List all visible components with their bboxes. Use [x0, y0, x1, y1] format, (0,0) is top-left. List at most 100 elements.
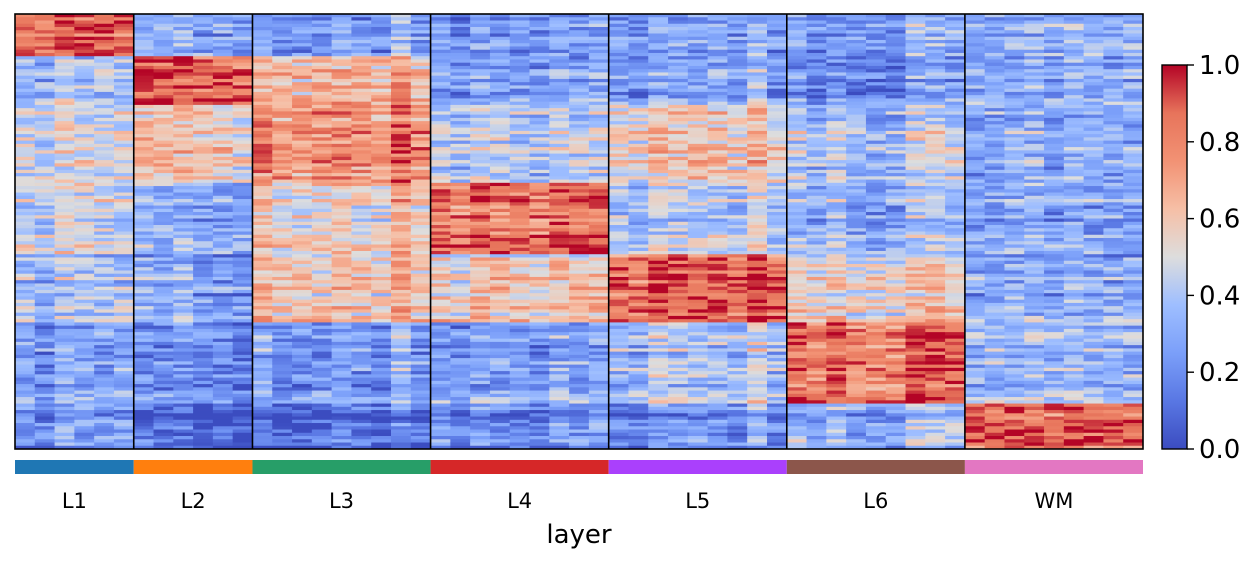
heatmap-cell [391, 403, 412, 408]
heatmap-cell [509, 156, 530, 161]
heatmap-cell [15, 377, 36, 382]
heatmap-cell [687, 153, 709, 158]
heatmap-cell [173, 429, 194, 434]
heatmap-cell [15, 257, 36, 262]
heatmap-cell [74, 244, 95, 249]
heatmap-cell [34, 56, 55, 60]
heatmap-cell [15, 46, 36, 51]
heatmap-cell [391, 293, 412, 297]
heatmap-cell [311, 426, 333, 430]
heatmap-cell [391, 393, 412, 398]
heatmap-cell [54, 208, 75, 213]
heatmap-cell [311, 124, 333, 129]
heatmap-cell [608, 377, 629, 382]
heatmap-cell [311, 228, 333, 232]
heatmap-cell [133, 351, 154, 356]
heatmap-cell [34, 390, 55, 395]
heatmap-cell [54, 237, 75, 242]
heatmap-cell [252, 186, 273, 190]
heatmap-cell [113, 254, 135, 258]
heatmap-cell [94, 322, 115, 327]
heatmap-cell [232, 377, 253, 382]
heatmap-cell [529, 306, 550, 310]
heatmap-cell [509, 250, 530, 255]
heatmap-cell [331, 108, 352, 112]
heatmap-cell [15, 215, 36, 219]
heatmap-cell [747, 59, 768, 64]
heatmap-cell [687, 403, 709, 408]
heatmap-cell [15, 20, 36, 25]
heatmap-cell [113, 30, 135, 34]
heatmap-cell [489, 345, 511, 349]
heatmap-cell [707, 293, 728, 297]
heatmap-cell [252, 432, 273, 437]
heatmap-cell [628, 98, 649, 103]
heatmap-cell [113, 390, 135, 395]
heatmap-cell [133, 237, 154, 242]
heatmap-cell [54, 36, 75, 41]
heatmap-cell [707, 384, 728, 388]
heatmap-cell [549, 374, 570, 378]
heatmap-cell [173, 143, 194, 148]
heatmap-cell [727, 156, 748, 161]
heatmap-cell [371, 332, 392, 336]
heatmap-cell [727, 153, 748, 158]
heatmap-cell [113, 186, 135, 190]
heatmap-cell [470, 14, 491, 18]
heatmap-cell [628, 244, 649, 249]
heatmap-cell [94, 130, 115, 135]
heatmap-cell [747, 49, 768, 54]
heatmap-cell [687, 108, 709, 112]
heatmap-cell [489, 332, 511, 336]
heatmap-cell [430, 361, 451, 365]
heatmap-cell [470, 361, 491, 365]
heatmap-cell [509, 377, 530, 382]
heatmap-cell [489, 218, 511, 223]
heatmap-cell [727, 332, 748, 336]
heatmap-cell [608, 169, 629, 174]
heatmap-cell [509, 147, 530, 151]
heatmap-cell [272, 72, 293, 77]
heatmap-cell [173, 173, 194, 177]
heatmap-cell [489, 286, 511, 291]
heatmap-cell [94, 312, 115, 317]
heatmap-cell [509, 345, 530, 349]
heatmap-cell [410, 231, 431, 236]
heatmap-cell [549, 205, 570, 210]
heatmap-cell [668, 322, 689, 327]
heatmap-cell [450, 215, 471, 219]
heatmap-cell [668, 234, 689, 239]
heatmap-cell [707, 237, 728, 242]
heatmap-cell [331, 273, 352, 278]
heatmap-cell [489, 46, 511, 51]
heatmap-cell [351, 169, 372, 174]
heatmap-cell [311, 367, 333, 372]
heatmap-cell [15, 72, 36, 77]
heatmap-cell [608, 72, 629, 77]
heatmap-cell [292, 371, 313, 375]
heatmap-cell [549, 276, 570, 281]
heatmap-cell [668, 332, 689, 336]
heatmap-cell [232, 299, 253, 304]
heatmap-cell [232, 400, 253, 404]
heatmap-cell [450, 315, 471, 320]
heatmap-cell [153, 234, 174, 239]
heatmap-cell [272, 276, 293, 281]
heatmap-cell [727, 117, 748, 122]
heatmap-cell [569, 163, 590, 167]
heatmap-cell [450, 397, 471, 401]
heatmap-cell [727, 20, 748, 25]
heatmap-cell [133, 358, 154, 362]
heatmap-cell [292, 98, 313, 103]
heatmap-cell [668, 130, 689, 135]
heatmap-cell [292, 332, 313, 336]
heatmap-cell [747, 17, 768, 21]
heatmap-cell [410, 205, 431, 210]
heatmap-cell [34, 153, 55, 158]
heatmap-cell [232, 406, 253, 411]
heatmap-cell [489, 309, 511, 314]
heatmap-cell [588, 85, 610, 90]
heatmap-cell [113, 436, 135, 440]
heatmap-cell [292, 406, 313, 411]
heatmap-cell [628, 234, 649, 239]
